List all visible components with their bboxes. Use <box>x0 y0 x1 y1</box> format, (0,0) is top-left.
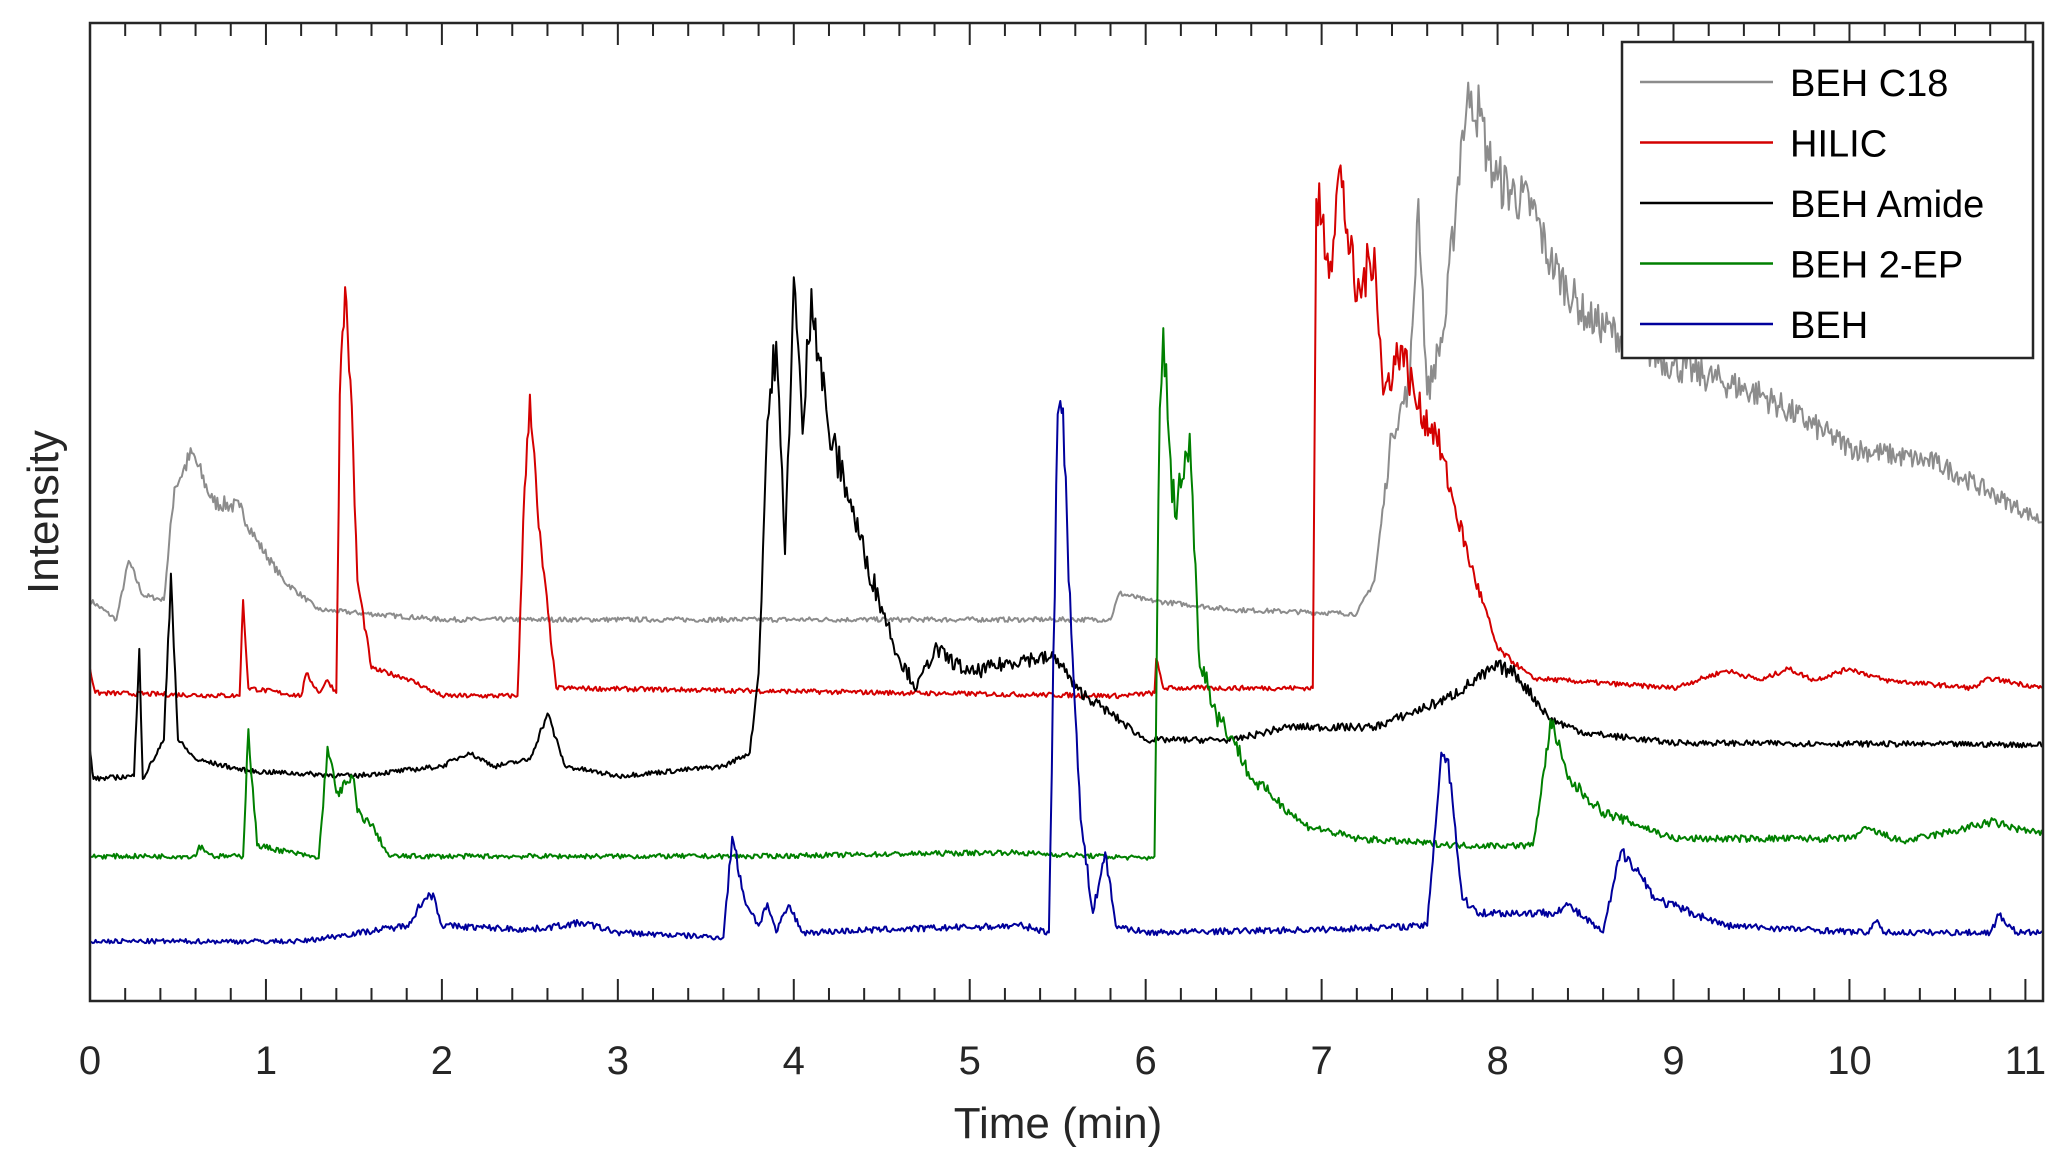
legend-box <box>1620 40 2035 360</box>
legend-label: BEH 2-EP <box>1790 245 1963 287</box>
x-tick-label: 3 <box>607 1039 629 1083</box>
x-tick-label: 7 <box>1310 1039 1332 1083</box>
legend-label: HILIC <box>1790 124 1887 166</box>
x-tick-label: 8 <box>1486 1039 1508 1083</box>
series-line-beh-c18 <box>89 81 2044 623</box>
series-line-hilic <box>89 164 2044 700</box>
x-tick-label: 1 <box>255 1039 277 1083</box>
x-axis-label: Time (min) <box>954 1099 1163 1148</box>
x-tick-label: 4 <box>783 1039 805 1083</box>
x-tick-label: 5 <box>959 1039 981 1083</box>
x-ticks: 0 1 2 3 4 5 6 7 8 9 10 11 <box>79 23 2046 1083</box>
x-tick-label: 9 <box>1662 1039 1684 1083</box>
x-tick-label: 0 <box>79 1039 101 1083</box>
traces <box>89 81 2044 945</box>
legend-label: BEH C18 <box>1790 63 1948 105</box>
legend-label: BEH Amide <box>1790 184 1984 226</box>
x-tick-label: 2 <box>431 1039 453 1083</box>
series-line-beh <box>89 400 2044 945</box>
x-tick-label: 11 <box>2005 1039 2047 1083</box>
x-tick-label: 6 <box>1135 1039 1157 1083</box>
legend-label: BEH <box>1790 305 1868 347</box>
series-line-beh-amide <box>89 276 2044 782</box>
series-line-beh-2-ep <box>89 327 2044 861</box>
x-tick-label: 10 <box>1827 1039 1872 1083</box>
legend: BEH C18 HILIC BEH Amide BEH 2-EP BEH <box>1620 40 2035 360</box>
axes-box <box>88 21 2045 1003</box>
y-axis-label: Intensity <box>19 430 68 594</box>
